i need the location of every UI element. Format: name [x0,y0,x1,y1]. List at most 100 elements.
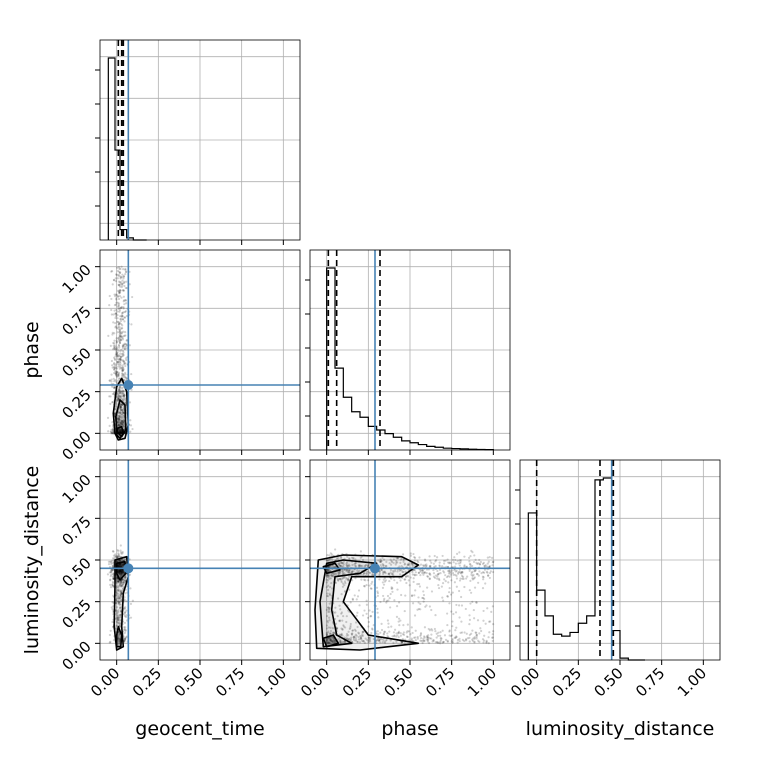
sample-point [109,570,113,574]
sample-point [117,415,120,418]
y-tick-label-luminosity-distance: 0.00 [58,637,94,673]
sample-point [117,579,120,582]
sample-point [117,371,121,374]
sample-point [122,428,126,431]
sample-point [451,591,454,594]
sample-point [120,431,123,435]
sample-point [116,314,119,317]
sample-point [113,293,116,296]
sample-point [363,609,366,612]
sample-point [422,600,425,603]
sample-point [115,588,118,591]
sample-point [116,422,120,425]
sample-point [111,550,115,553]
sample-point [454,611,458,614]
y-tick-label-phase: 0.75 [58,302,94,338]
sample-point [370,631,373,635]
sample-point [117,631,121,634]
sample-point [120,331,123,334]
sample-point [111,428,114,431]
sample-point [106,416,110,420]
sample-point [109,560,112,563]
sample-point [120,552,123,555]
sample-point [117,390,121,393]
sample-point [124,299,127,302]
sample-point [117,304,121,308]
sample-point [360,578,363,581]
sample-point [125,614,128,617]
sample-point [119,267,122,271]
sample-point [110,431,113,435]
sample-point [120,348,123,351]
sample-point [119,571,123,574]
sample-point [116,556,119,559]
sample-point [110,432,113,435]
sample-point [112,577,115,580]
sample-point [423,558,427,561]
sample-point [437,584,440,587]
sample-point [121,422,124,425]
sample-point [120,395,123,398]
sample-point [115,340,119,343]
sample-point [114,295,117,298]
sample-point [130,372,133,376]
hist-panel-phase [305,249,511,455]
sample-point [117,294,120,298]
sample-point [405,635,409,638]
sample-point [122,406,125,409]
sample-point [463,565,466,568]
sample-point [115,312,118,315]
sample-point [117,616,120,619]
sample-point [485,565,489,568]
hist-panel-geocent-time [95,39,301,245]
sample-point [121,409,124,412]
sample-point [382,583,386,586]
sample-point [113,367,117,370]
y-tick-label-phase: 0.25 [58,386,94,422]
sample-point [123,316,127,319]
sample-point [118,333,121,336]
sample-point [115,580,118,583]
sample-point [115,620,118,623]
sample-point [118,572,121,575]
sample-point [396,588,399,591]
sample-point [471,600,474,603]
sample-point [449,571,452,575]
sample-point [131,599,135,602]
sample-point [119,584,122,587]
sample-point [118,331,121,334]
sample-point [120,562,124,565]
sample-point [124,592,127,595]
sample-point [117,631,120,634]
sample-point [444,559,447,562]
sample-point [119,362,122,365]
sample-point [119,563,122,566]
sample-point [122,289,125,292]
sample-point [446,623,449,627]
sample-point [117,598,120,601]
sample-point [472,560,476,564]
sample-point [124,611,127,614]
sample-point [122,569,125,573]
y-tick-label-phase: 1.00 [58,261,94,297]
sample-point [410,637,413,640]
sample-point [119,358,122,361]
sample-point [120,585,123,588]
sample-point [120,564,124,567]
sample-point [115,337,118,340]
sample-point [121,389,124,392]
sample-point [393,599,396,602]
sample-point [111,569,114,572]
sample-point [110,270,113,273]
sample-point [437,572,441,575]
sample-point [409,633,412,636]
sample-point [481,587,485,590]
sample-point [120,323,123,326]
sample-point [118,341,122,344]
sample-point [116,617,119,620]
sample-point [121,376,125,379]
sample-point [121,564,124,567]
sample-point [119,397,123,400]
sample-point [115,590,118,594]
x-tick-label-phase: 0.50 [380,664,416,700]
